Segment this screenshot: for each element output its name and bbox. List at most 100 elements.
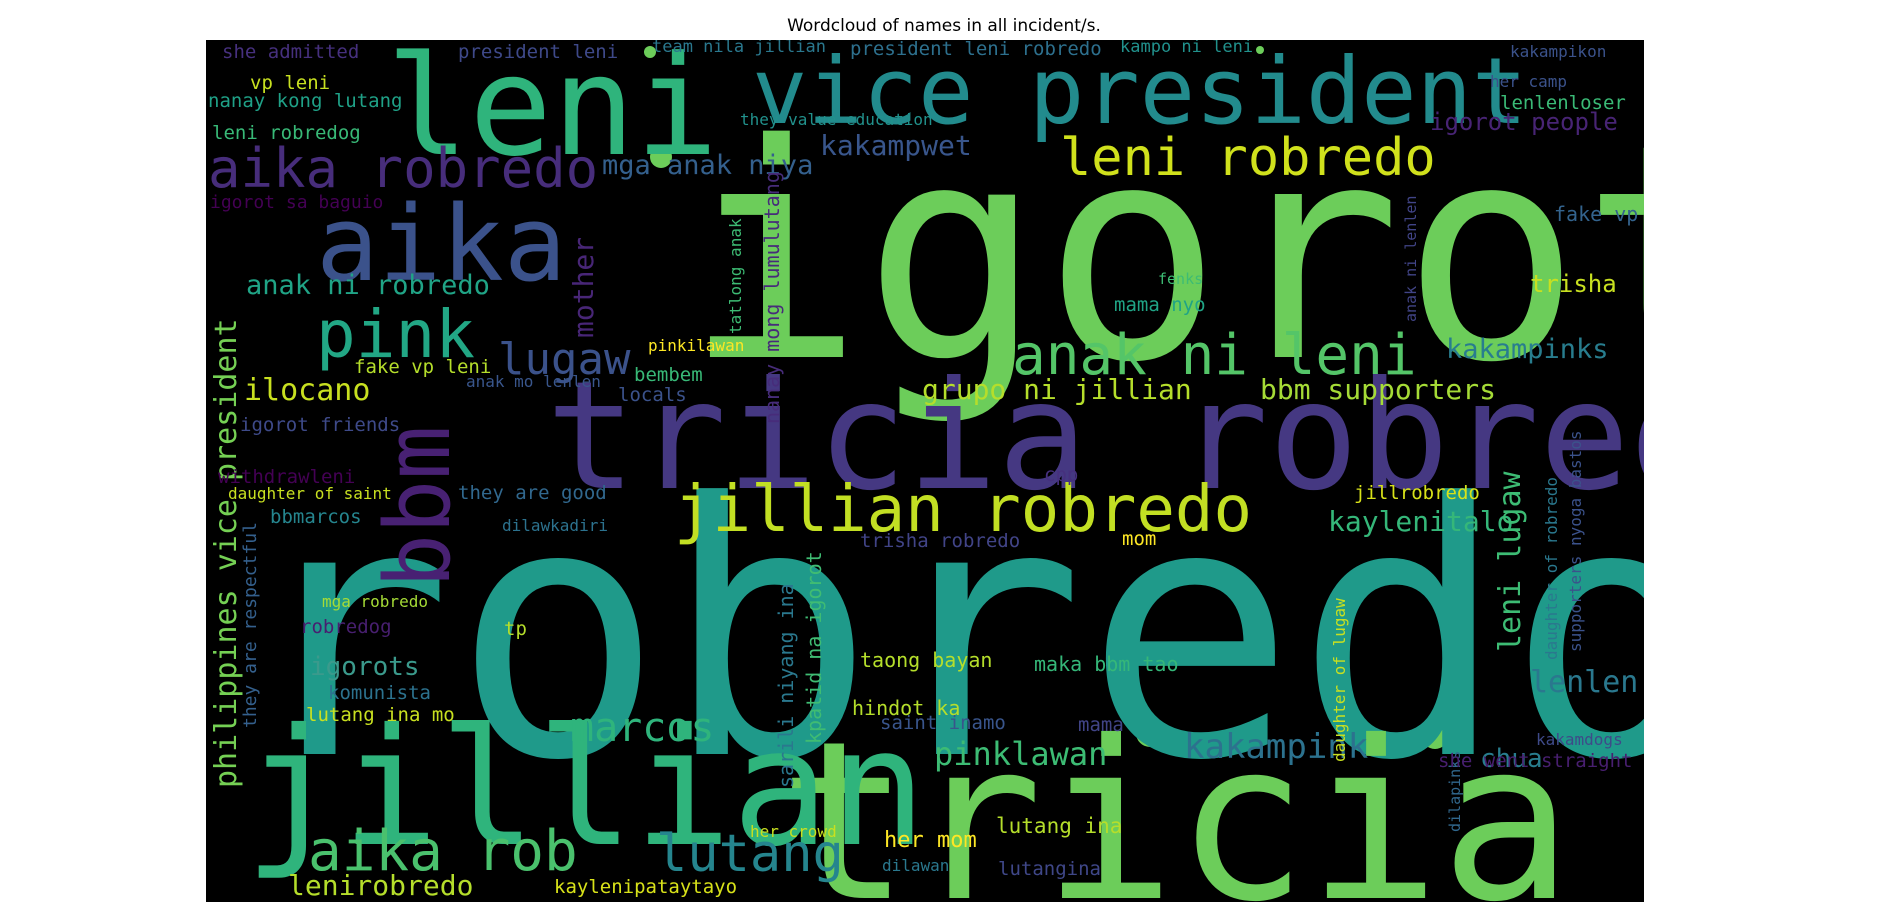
dot — [644, 46, 656, 58]
word: jillrobredo — [1354, 482, 1480, 504]
word: igorot friends — [240, 414, 401, 436]
word: daughter of robredo — [1542, 476, 1561, 660]
word: lutang ina mo — [306, 704, 455, 726]
word: kakampwet — [820, 129, 972, 162]
word: mama nyo — [1114, 294, 1206, 316]
word: grupo ni jillian — [922, 373, 1192, 406]
word: kaylenipataytayo — [554, 876, 738, 898]
word: mama — [1078, 714, 1124, 736]
word: marcos — [570, 705, 715, 751]
word: nanay mong lumulutang — [760, 171, 784, 424]
dot — [1422, 723, 1448, 749]
word: ilocano — [244, 373, 371, 408]
word: robredog — [300, 616, 392, 638]
word: igorot — [684, 81, 1644, 428]
word: mom — [1122, 528, 1157, 550]
word: they value education — [740, 110, 933, 129]
word: team nila jillian — [652, 40, 826, 57]
word: lutang — [656, 824, 844, 884]
word: bbm — [366, 425, 471, 588]
word: mother — [567, 236, 600, 338]
word: president leni — [458, 41, 619, 63]
word: trisha robredo — [860, 530, 1021, 552]
word: lenlenloser — [1500, 92, 1626, 114]
word: they are respectful — [240, 522, 261, 728]
word: vp leni — [250, 72, 331, 94]
word: kpatid na igorot — [802, 551, 826, 744]
word: sarili niyang ina — [774, 583, 798, 788]
word: kakampikon — [1510, 42, 1607, 61]
word: tricia — [778, 694, 1573, 902]
word: hindot ka — [852, 696, 961, 720]
word: kakampinks — [1446, 334, 1609, 365]
word: daughter of saint — [228, 484, 392, 503]
word: they are good — [458, 482, 607, 504]
word: tatlong anak — [726, 218, 745, 334]
word: leni robredo — [1060, 128, 1436, 188]
word: nanay kong lutang — [208, 90, 403, 112]
word: anak ni robredo — [246, 270, 490, 301]
word: fake vp leni — [354, 356, 492, 378]
word: bbmarcos — [270, 506, 362, 528]
word: leni robredog — [212, 122, 361, 144]
word: mga anak niya — [602, 150, 814, 181]
word: pinklawan — [934, 735, 1108, 773]
page-title: Wordcloud of names in all incident/s. — [787, 16, 1101, 36]
word: she admitted — [222, 41, 360, 63]
word: withdrawleni — [218, 466, 356, 488]
word: lutangina — [998, 858, 1101, 880]
word: kakampink — [1184, 727, 1369, 767]
word: kampo ni leni — [1120, 40, 1254, 57]
word: maka bbm tao — [1034, 652, 1179, 676]
word: lenlen — [1530, 665, 1639, 700]
word: bbm supporters — [1260, 373, 1497, 406]
word: tp — [504, 618, 527, 640]
dot — [1256, 46, 1264, 54]
word: lutang ina — [996, 814, 1123, 838]
word: pinkilawan — [648, 336, 745, 355]
word: tricia robredo — [546, 350, 1644, 524]
word: trisha — [1530, 270, 1617, 298]
word: jillian — [244, 695, 927, 883]
word: locals — [618, 384, 687, 406]
word: vice president — [752, 40, 1528, 145]
word: anak mo lenlen — [466, 372, 601, 391]
word: robredo — [242, 429, 1644, 837]
word: bembem — [634, 364, 703, 386]
dot — [1136, 719, 1164, 747]
word: dilawkadiri — [502, 516, 608, 535]
word: aika — [316, 183, 567, 305]
word: her mom — [884, 828, 977, 853]
word: jillian robredo — [674, 473, 1252, 547]
word: fenks — [1158, 270, 1204, 288]
word: daughter of lugaw — [1330, 598, 1349, 762]
word: kakamdogs — [1536, 730, 1623, 749]
word-cloud: igorot robredo tricia tricia robredo jil… — [206, 40, 1644, 902]
word: komunista — [328, 682, 431, 704]
word: igorot sa baguio — [210, 192, 384, 213]
word: cpp — [1044, 464, 1079, 486]
word: leni lugaw — [1493, 471, 1528, 652]
word: aika robredo — [208, 137, 599, 200]
word: anak ni leni — [1012, 323, 1417, 388]
word: leni — [386, 40, 719, 187]
word: taong bayan — [860, 648, 993, 672]
word: saint inamo — [880, 712, 1006, 734]
word: her crowd — [750, 822, 837, 841]
word: her camp — [1490, 72, 1568, 91]
word: president leni robredo — [850, 40, 1102, 60]
word: kaylenitalo — [1328, 505, 1514, 538]
word: igorots — [310, 652, 420, 682]
word: igorot people — [1430, 108, 1618, 136]
word: lugaw — [498, 334, 631, 385]
word: supporters nyoga bastos — [1566, 430, 1585, 652]
word: chua — [1480, 744, 1543, 774]
word: dilawan — [882, 856, 950, 875]
word: aika rob — [308, 819, 578, 884]
word: lenirobredo — [288, 869, 474, 902]
dot — [650, 146, 672, 168]
word: pink — [316, 296, 475, 373]
word: mga robredo — [322, 592, 428, 611]
word: philippines vice president — [209, 318, 244, 788]
word: fake vp — [1554, 202, 1639, 226]
